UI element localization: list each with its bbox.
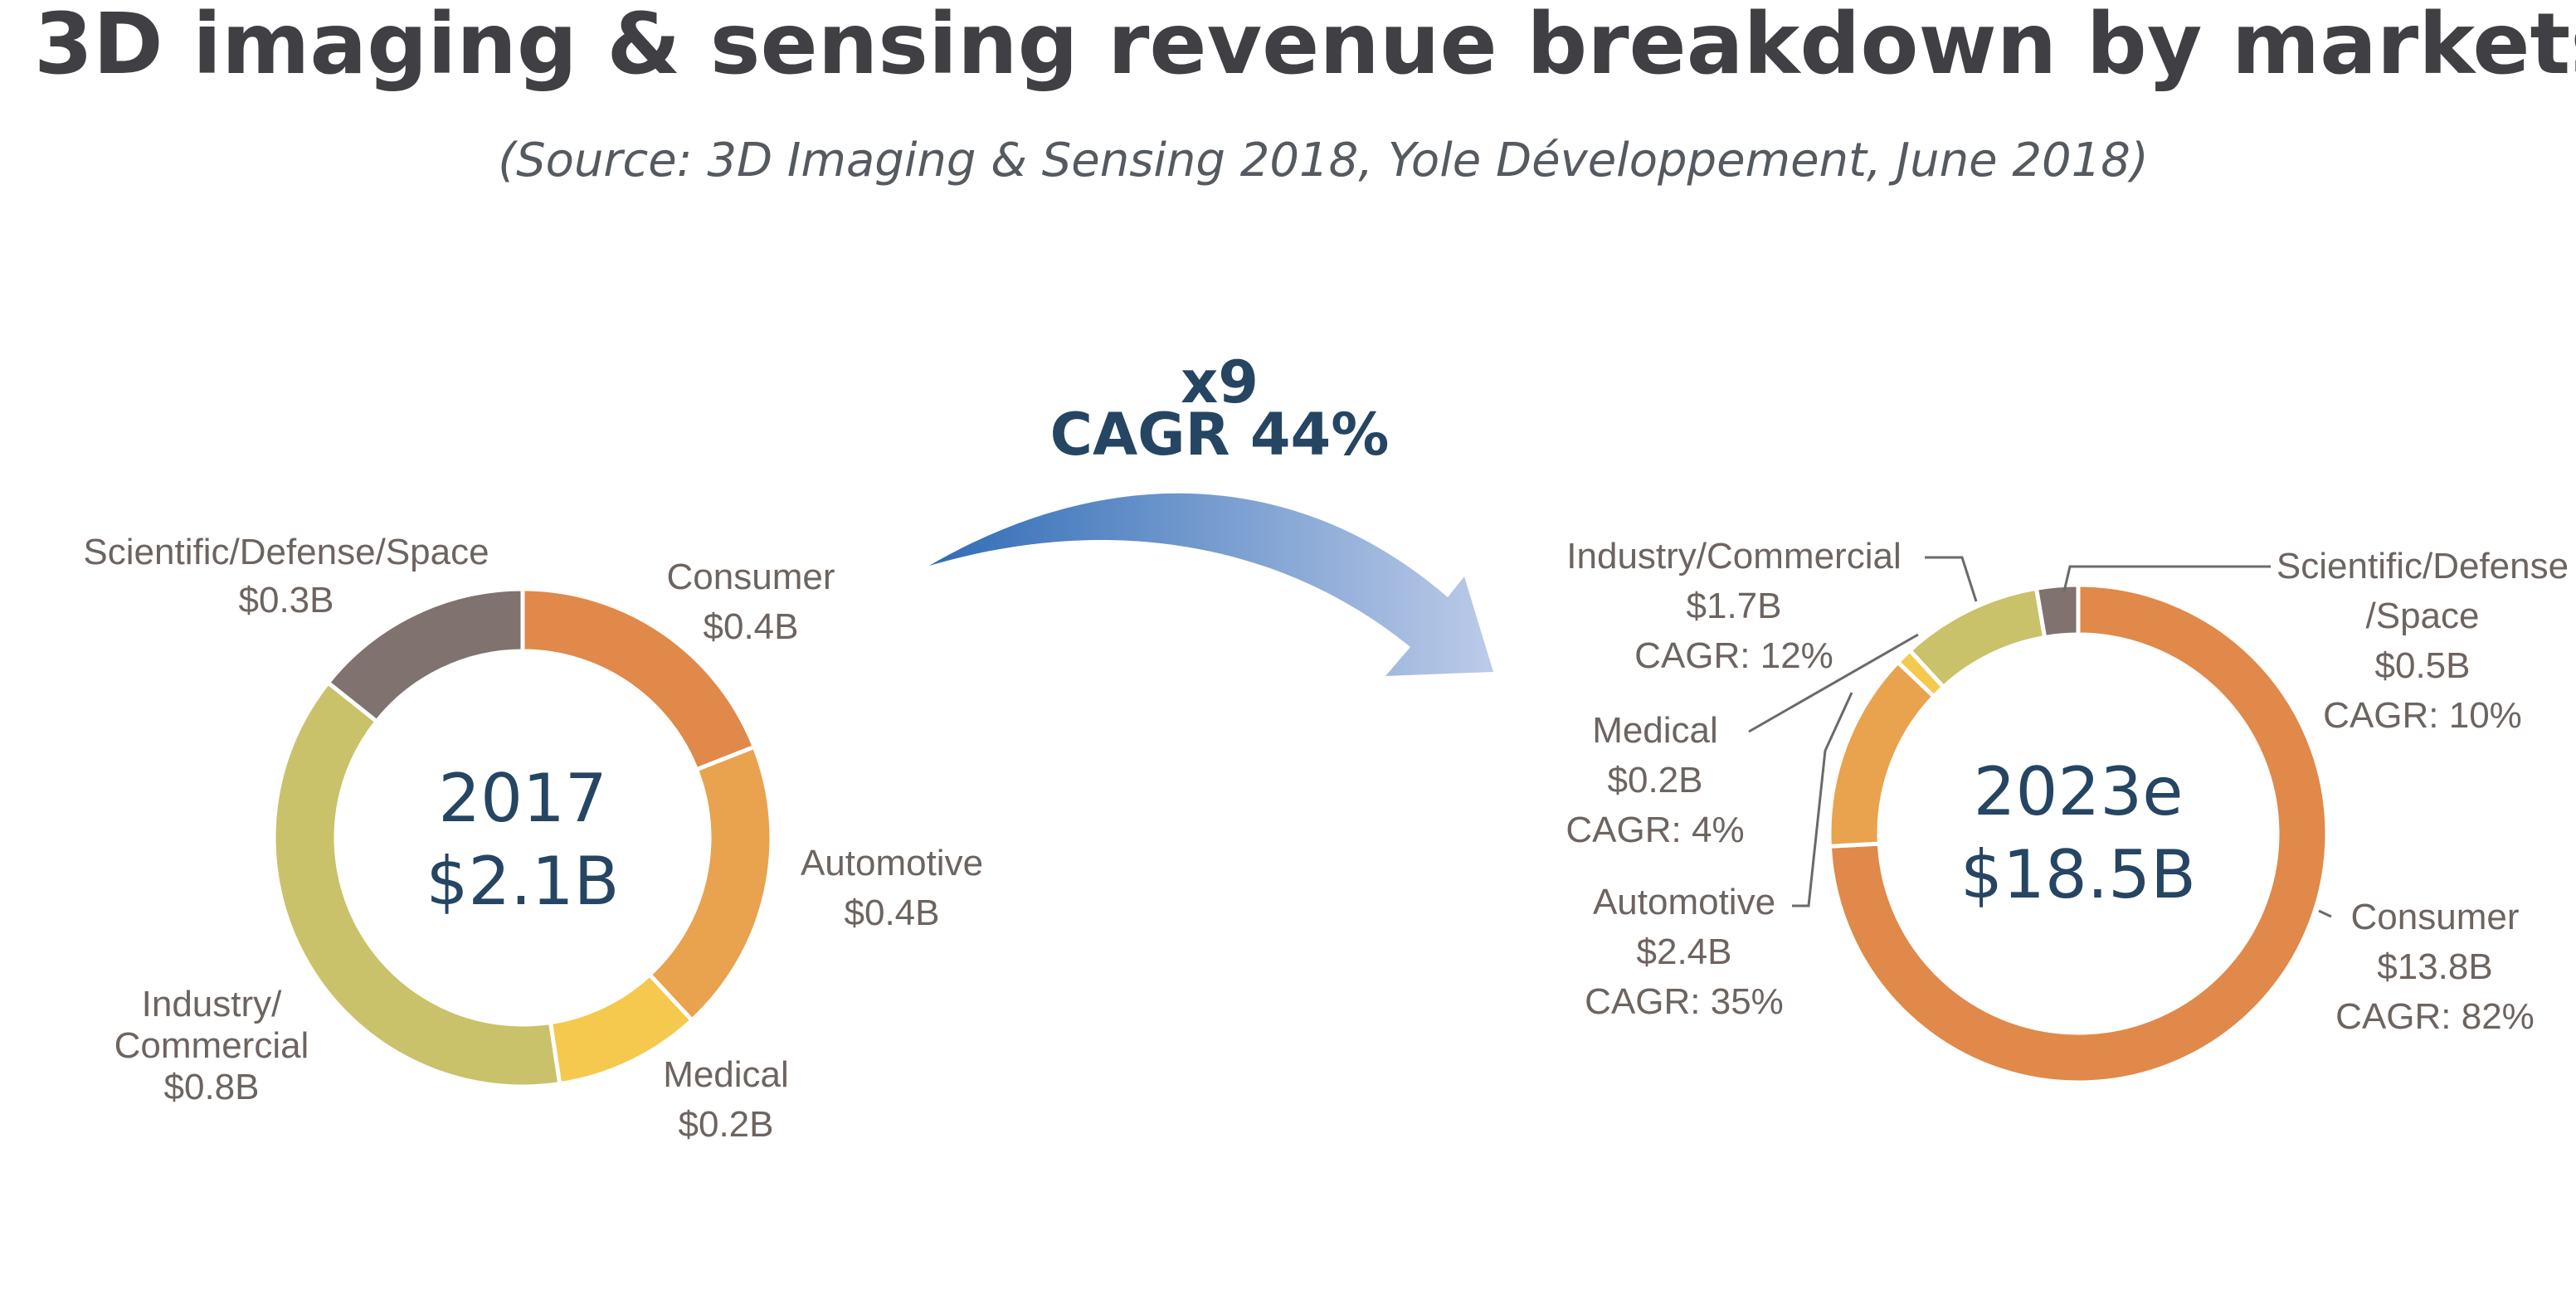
- label-scientific-2017-line0: Scientific/Defense/Space: [83, 532, 489, 572]
- slice-scientific-2017: [324, 586, 525, 725]
- slice-industry-2017: [271, 679, 562, 1089]
- label-medical-2017-line1: $0.2B: [679, 1104, 774, 1145]
- label-industry-2017-line1: Commercial: [114, 1025, 309, 1066]
- label-consumer-2023-line1: $13.8B: [2377, 946, 2492, 987]
- page-title: 3D imaging & sensing revenue breakdown b…: [34, 0, 2576, 94]
- label-industry-2017-line2: $0.8B: [164, 1067, 260, 1107]
- label-industry-2023-line0: Industry/Commercial: [1566, 536, 1901, 577]
- label-scientific-2017-line1: $0.3B: [239, 580, 334, 620]
- labels-2017: Consumer $0.4B Automotive $0.4B Medical $0.2B…: [83, 532, 983, 1145]
- label-industry-2023-line2: CAGR: 12%: [1634, 635, 1833, 676]
- center-year-2017: 2017: [438, 760, 607, 837]
- label-industry-2017-line0: Industry/: [142, 984, 283, 1024]
- source-subtitle: (Source: 3D Imaging & Sensing 2018, Yole…: [498, 134, 2148, 187]
- label-automotive-2017-line0: Automotive: [801, 843, 983, 883]
- leader-consumer: [2318, 909, 2332, 918]
- label-automotive-2017-line1: $0.4B: [845, 893, 940, 933]
- label-industry-2023-line1: $1.7B: [1687, 586, 1782, 626]
- donut-chart-2023: [1827, 582, 2330, 1085]
- slice-industry-2023: [1906, 586, 2048, 690]
- slice-automotive-2023: [1827, 659, 1937, 849]
- slice-scientific-2023: [2033, 582, 2081, 640]
- center-year-2023: 2023e: [1974, 753, 2184, 830]
- label-automotive-2023-line1: $2.4B: [1637, 932, 1732, 972]
- label-scientific-2023-line3: CAGR: 10%: [2323, 695, 2522, 736]
- growth-cagr: CAGR 44%: [1050, 401, 1390, 469]
- label-automotive-2023-line0: Automotive: [1593, 882, 1775, 922]
- leader-industry: [1925, 556, 1978, 602]
- leader-automotive: [1792, 692, 1853, 907]
- leader-lines-2023: [1748, 556, 2332, 918]
- leader-scientific: [2062, 565, 2271, 592]
- label-medical-2023-line2: CAGR: 4%: [1566, 810, 1744, 850]
- label-consumer-2023-line0: Consumer: [2351, 897, 2520, 937]
- leader-medical: [1748, 633, 1919, 733]
- labels-2023: Consumer $13.8B CAGR: 82% Automotive $2.4B CA…: [1566, 536, 2569, 1037]
- label-consumer-2017-line0: Consumer: [667, 557, 835, 597]
- growth-arrow: [929, 493, 1493, 676]
- label-scientific-2023-line1: /Space: [2366, 596, 2480, 636]
- slice-consumer-2023: [1827, 582, 2330, 1085]
- label-scientific-2023-line0: Scientific/Defense: [2277, 546, 2569, 586]
- donut-chart-2017: [271, 586, 774, 1089]
- label-scientific-2023-line2: $0.5B: [2375, 645, 2471, 686]
- label-medical-2023-line0: Medical: [1592, 710, 1718, 751]
- label-consumer-2017-line1: $0.4B: [704, 606, 799, 647]
- slice-automotive-2017: [646, 744, 774, 1024]
- label-medical-2017-line0: Medical: [663, 1054, 789, 1095]
- growth-multiplier: x9: [1181, 348, 1259, 416]
- label-automotive-2023-line2: CAGR: 35%: [1585, 981, 1784, 1022]
- center-total-2023: $18.5B: [1960, 836, 2196, 913]
- label-consumer-2023-line2: CAGR: 82%: [2335, 996, 2535, 1037]
- label-medical-2023-line1: $0.2B: [1608, 760, 1703, 800]
- center-total-2017: $2.1B: [426, 843, 619, 920]
